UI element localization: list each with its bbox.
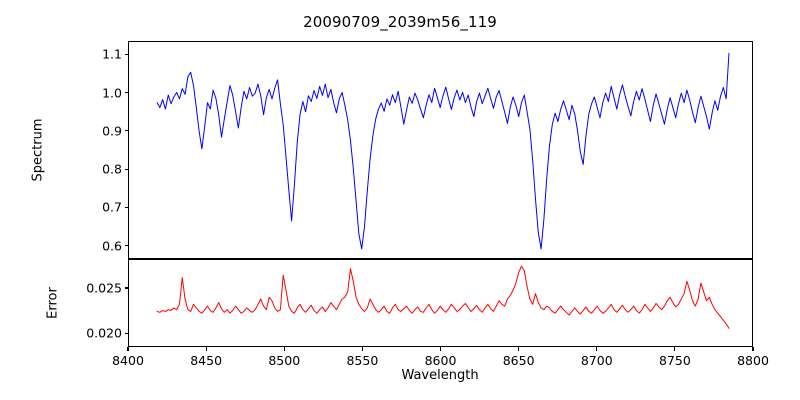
y-tick-label-spectrum: 1.1	[86, 47, 122, 62]
x-tick-mark	[752, 347, 753, 351]
x-axis-label-wavelength: Wavelength	[401, 368, 478, 383]
y-tick-mark-spectrum	[125, 92, 129, 93]
y-tick-label-spectrum: 0.6	[86, 238, 122, 253]
x-tick-label: 8550	[346, 353, 378, 368]
x-tick-label: 8400	[112, 353, 144, 368]
error-panel	[128, 259, 753, 347]
x-tick-label: 8500	[268, 353, 300, 368]
y-tick-label-error: 0.020	[76, 326, 122, 341]
error-data-line	[157, 266, 729, 328]
error-plot-area	[129, 260, 752, 346]
y-tick-mark-spectrum	[125, 207, 129, 208]
y-tick-mark-spectrum	[125, 245, 129, 246]
y-axis-label-spectrum: Spectrum	[31, 119, 46, 182]
y-tick-label-spectrum: 0.8	[86, 162, 122, 177]
x-tick-mark	[362, 347, 363, 351]
y-tick-mark-spectrum	[125, 130, 129, 131]
x-tick-mark	[440, 347, 441, 351]
y-tick-label-spectrum: 0.9	[86, 123, 122, 138]
x-tick-mark	[284, 347, 285, 351]
y-tick-mark-error	[125, 333, 129, 334]
x-tick-mark	[127, 347, 128, 351]
x-tick-label: 8650	[503, 353, 535, 368]
y-tick-mark-spectrum	[125, 54, 129, 55]
x-tick-label: 8700	[581, 353, 613, 368]
y-tick-label-error: 0.025	[76, 281, 122, 296]
x-tick-label: 8600	[425, 353, 457, 368]
x-tick-mark	[674, 347, 675, 351]
y-tick-mark-spectrum	[125, 169, 129, 170]
figure-canvas: 20090709_2039m56_119 0.6 0.7 0.8 0.9 1.0 1.1 0…	[0, 0, 800, 400]
x-tick-mark	[596, 347, 597, 351]
y-axis-label-error: Error	[46, 287, 61, 319]
spectrum-data-line	[157, 53, 729, 249]
figure-title: 20090709_2039m56_119	[0, 13, 800, 31]
x-tick-label: 8800	[737, 353, 769, 368]
y-tick-mark-error	[125, 287, 129, 288]
y-tick-label-spectrum: 1.0	[86, 85, 122, 100]
x-tick-mark	[518, 347, 519, 351]
spectrum-plot-area	[129, 42, 752, 258]
x-tick-label: 8750	[659, 353, 691, 368]
x-tick-mark	[206, 347, 207, 351]
x-tick-label: 8450	[190, 353, 222, 368]
y-tick-label-spectrum: 0.7	[86, 200, 122, 215]
spectrum-panel	[128, 41, 753, 259]
